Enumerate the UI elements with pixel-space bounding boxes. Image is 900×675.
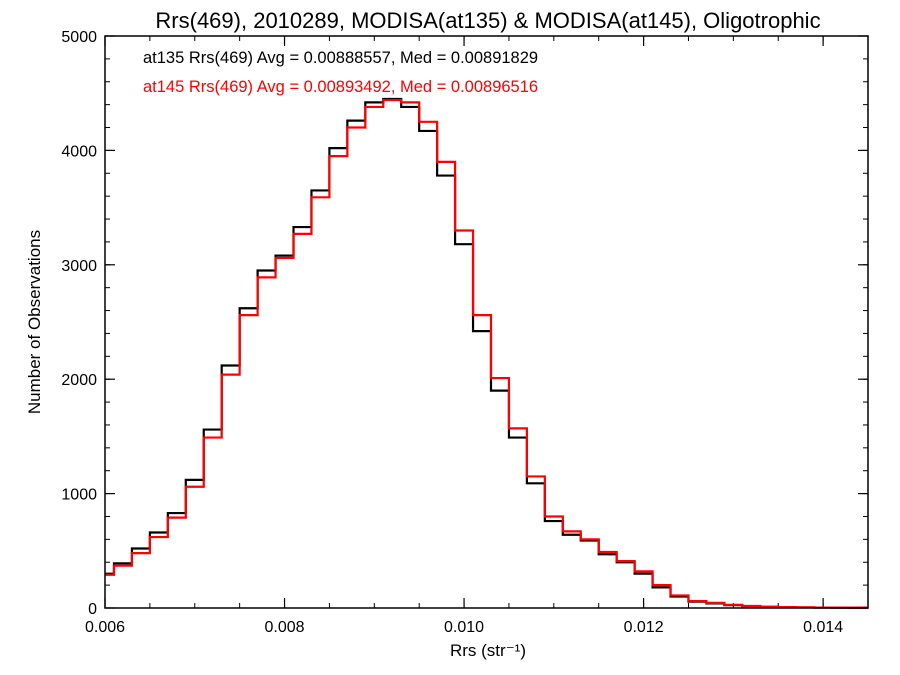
series-line-1 [105, 98, 868, 609]
series-stats-at145: at145 Rrs(469) Avg = 0.00893492, Med = 0… [143, 78, 538, 96]
x-tick-label: 0.008 [265, 619, 305, 636]
axis-tick-labels: 0.006 0.008 0.010 0.012 0.014 0 1000 2000 3000 40… [61, 29, 843, 636]
y-tick-label: 3000 [61, 258, 97, 275]
series-lines [105, 97, 868, 609]
x-tick-label: 0.014 [803, 619, 843, 636]
x-tick-label: 0.010 [444, 619, 484, 636]
y-tick-label: 4000 [61, 143, 97, 160]
y-axis-label: Number of Observations [25, 230, 44, 414]
chart-title: Rrs(469), 2010289, MODISA(at135) & MODIS… [155, 8, 820, 33]
y-tick-label: 0 [88, 601, 97, 618]
y-tick-label: 1000 [61, 487, 97, 504]
y-tick-label: 5000 [61, 29, 97, 46]
y-tick-label: 2000 [61, 372, 97, 389]
plot-frame [104, 35, 869, 609]
x-tick-label: 0.012 [624, 619, 664, 636]
x-tick-label: 0.006 [85, 619, 125, 636]
x-axis-label: Rrs (str⁻¹) [450, 641, 526, 660]
series-stats-at135: at135 Rrs(469) Avg = 0.00888557, Med = 0… [143, 49, 538, 67]
